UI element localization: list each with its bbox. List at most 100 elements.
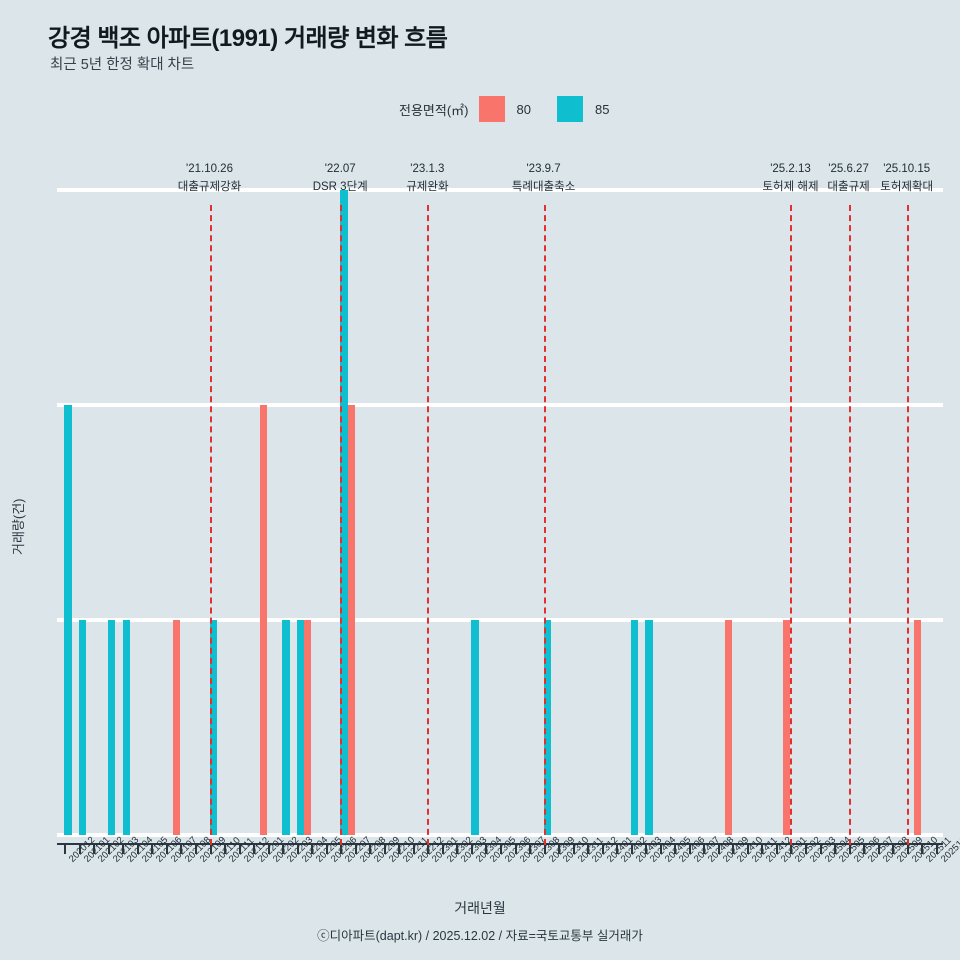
x-tick xyxy=(645,843,648,854)
event-line-202110 xyxy=(209,205,212,845)
event-line-202506 xyxy=(848,205,851,845)
event-label-202502: '25.2.13 토허제 해제 xyxy=(762,160,818,196)
x-tick xyxy=(93,843,96,854)
page-subtitle: 최근 5년 한정 확대 차트 xyxy=(50,57,195,73)
x-tick xyxy=(819,843,822,854)
event-date: '23.1.3 xyxy=(410,163,445,175)
event-text: 토허제확대 xyxy=(880,181,934,193)
event-date: '25.2.13 xyxy=(770,163,811,175)
x-tick xyxy=(311,843,314,854)
bar-80-202511[interactable] xyxy=(913,620,922,835)
event-text: 대출규제 xyxy=(827,181,870,193)
bar-85-202104[interactable] xyxy=(122,620,130,835)
plot-area: 0123 xyxy=(57,188,943,837)
x-tick xyxy=(412,843,415,854)
x-tick xyxy=(253,843,256,854)
x-tick xyxy=(136,843,139,854)
bar-80-202502[interactable] xyxy=(782,620,791,835)
event-label-202309: '23.9.7 특례대출축소 xyxy=(512,160,575,196)
bar-85-202101[interactable] xyxy=(78,620,87,835)
bar-80-202410[interactable] xyxy=(724,620,733,835)
bar-85-202304[interactable] xyxy=(471,620,479,835)
event-text: DSR 3단계 xyxy=(312,181,368,193)
x-tick xyxy=(267,843,270,854)
event-date: '25.10.15 xyxy=(883,163,931,175)
x-tick xyxy=(107,843,110,854)
x-tick xyxy=(296,843,299,854)
x-tick xyxy=(558,843,561,854)
bar-80-202108[interactable] xyxy=(172,620,181,835)
event-line-202207 xyxy=(340,205,343,845)
bar-85-202203[interactable] xyxy=(282,620,290,835)
x-tick xyxy=(325,843,328,854)
event-label-202301: '23.1.3 규제완화 xyxy=(406,160,448,196)
event-label-202510: '25.10.15 토허제확대 xyxy=(880,160,933,196)
bar-85-202103[interactable] xyxy=(107,620,116,835)
x-tick xyxy=(470,843,473,854)
event-date: '25.6.27 xyxy=(828,163,869,175)
bar-80-202205[interactable] xyxy=(303,620,312,835)
bar-85-202204[interactable] xyxy=(296,620,305,835)
x-tick xyxy=(238,843,241,854)
x-tick xyxy=(456,843,459,854)
x-tick xyxy=(703,843,706,854)
x-tick xyxy=(398,843,401,854)
x-tick xyxy=(732,843,735,854)
bar-85-202207[interactable] xyxy=(340,190,348,835)
x-tick xyxy=(601,843,604,854)
x-tick xyxy=(921,843,924,854)
x-tick xyxy=(892,843,895,854)
legend-item-80[interactable]: 80 xyxy=(478,96,557,122)
x-tick xyxy=(587,843,590,854)
event-line-202301 xyxy=(427,205,430,845)
y-axis-label: 거래량(건) xyxy=(11,498,26,556)
x-tick xyxy=(877,843,880,854)
bar-85-202309[interactable] xyxy=(543,620,552,835)
x-tick xyxy=(616,843,619,854)
legend-item-85[interactable]: 85 xyxy=(556,96,609,122)
x-tick xyxy=(209,843,212,854)
bar-85-202110[interactable] xyxy=(209,620,218,835)
x-tick xyxy=(78,843,81,854)
x-tick xyxy=(151,843,154,854)
x-tick xyxy=(427,843,430,854)
event-label-202207: '22.07 DSR 3단계 xyxy=(313,160,368,196)
bar-85-202403[interactable] xyxy=(630,620,639,835)
x-tick xyxy=(746,843,749,854)
bar-85-202012[interactable] xyxy=(64,405,72,835)
bar-85-202404[interactable] xyxy=(645,620,653,835)
legend-swatch-80 xyxy=(478,96,505,122)
x-tick xyxy=(834,843,837,854)
chart-legend: 전용면적(㎡) 80 85 xyxy=(399,96,609,122)
x-tick xyxy=(630,843,633,854)
x-tick xyxy=(848,843,851,854)
event-label-202506: '25.6.27 대출규제 xyxy=(827,160,869,196)
event-text: 토허제 해제 xyxy=(762,181,819,193)
x-tick xyxy=(514,843,517,854)
event-date: '22.07 xyxy=(324,163,356,175)
legend-label-80: 80 xyxy=(516,101,531,117)
x-tick xyxy=(354,843,357,854)
x-tick xyxy=(674,843,677,854)
x-tick xyxy=(659,843,662,854)
event-text: 특례대출축소 xyxy=(511,181,576,193)
x-tick xyxy=(282,843,285,854)
event-text: 규제완화 xyxy=(406,181,449,193)
x-tick xyxy=(572,843,575,854)
bar-80-202202[interactable] xyxy=(259,405,268,835)
gridline xyxy=(57,188,943,192)
x-tick xyxy=(935,843,938,854)
event-text: 대출규제강화 xyxy=(177,181,242,193)
legend-swatch-85 xyxy=(556,96,583,122)
gridline xyxy=(57,833,943,837)
x-tick xyxy=(165,843,168,854)
event-line-202309 xyxy=(543,205,546,845)
x-tick xyxy=(529,843,532,854)
gridline xyxy=(57,618,943,622)
x-tick xyxy=(717,843,720,854)
x-tick xyxy=(383,843,386,854)
x-tick xyxy=(369,843,372,854)
event-date: '23.9.7 xyxy=(526,163,561,175)
bar-80-202208[interactable] xyxy=(347,405,355,835)
